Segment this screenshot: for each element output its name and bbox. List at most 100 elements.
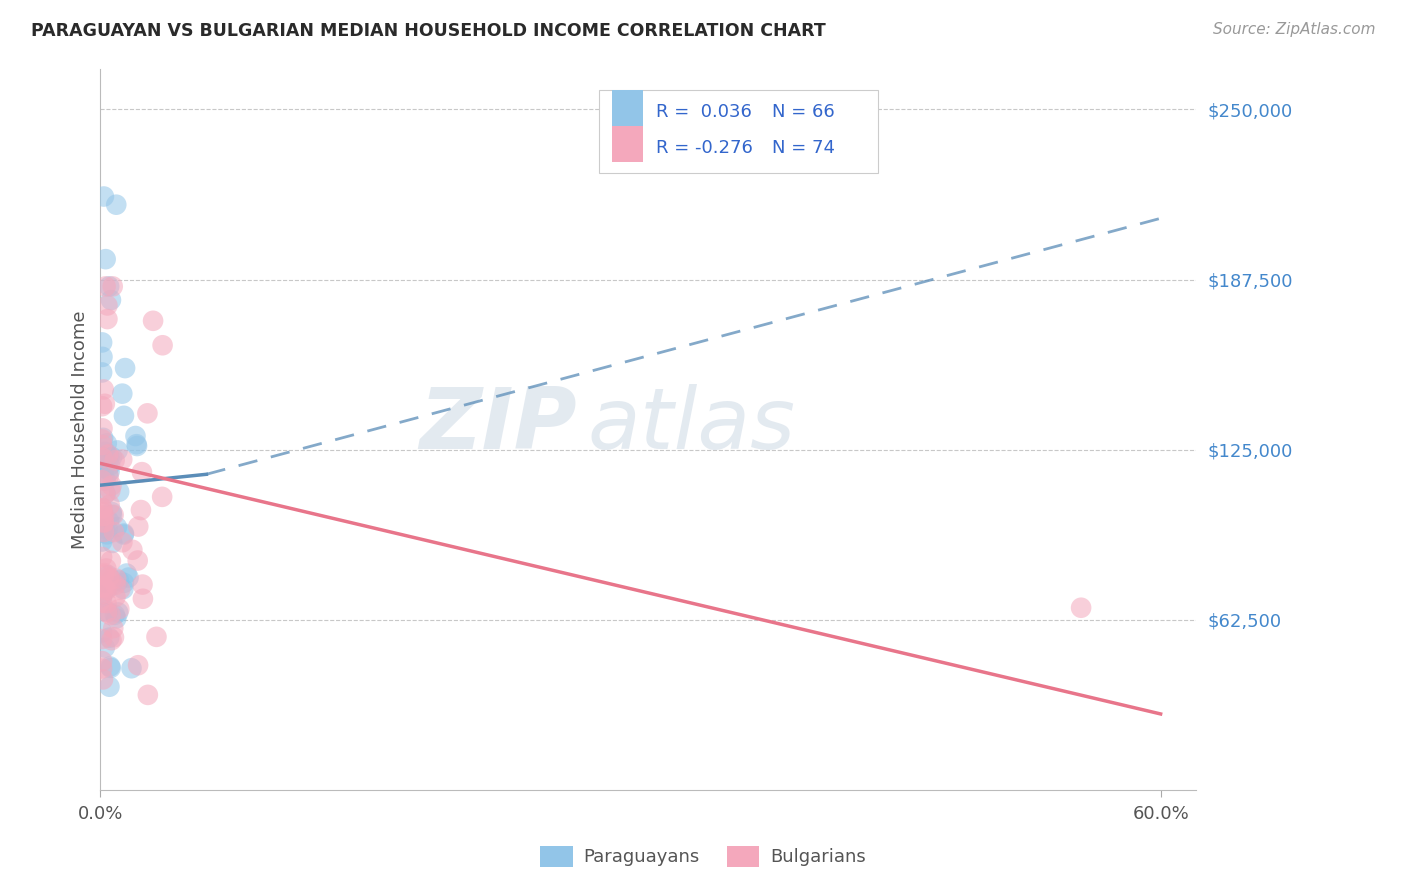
Text: N = 66: N = 66	[772, 103, 835, 121]
Point	[104, 578, 127, 592]
Point	[117, 570, 139, 584]
Point	[91, 431, 114, 445]
FancyBboxPatch shape	[612, 126, 643, 162]
Point	[100, 554, 122, 568]
Point	[91, 520, 114, 534]
Point	[112, 575, 135, 590]
Point	[91, 661, 114, 675]
Point	[111, 535, 134, 549]
Point	[98, 458, 121, 473]
Point	[91, 588, 114, 602]
Point	[103, 524, 125, 539]
Point	[91, 596, 114, 610]
Text: PARAGUAYAN VS BULGARIAN MEDIAN HOUSEHOLD INCOME CORRELATION CHART: PARAGUAYAN VS BULGARIAN MEDIAN HOUSEHOLD…	[31, 22, 825, 40]
Point	[91, 509, 114, 524]
Point	[145, 630, 167, 644]
Point	[125, 437, 148, 451]
Point	[136, 406, 159, 420]
Point	[91, 549, 114, 564]
Point	[94, 522, 117, 536]
Point	[132, 591, 155, 606]
Point	[104, 590, 127, 604]
Point	[96, 436, 118, 450]
Point	[100, 573, 122, 587]
Point	[91, 525, 114, 540]
Point	[91, 450, 114, 464]
Point	[129, 503, 152, 517]
Point	[96, 561, 118, 575]
Point	[103, 630, 125, 644]
Point	[101, 536, 124, 550]
Point	[98, 464, 121, 478]
Point	[93, 189, 115, 203]
Point	[96, 298, 118, 312]
Point	[98, 659, 121, 673]
Point	[93, 461, 115, 475]
Point	[94, 453, 117, 467]
Point	[97, 469, 120, 483]
Point	[93, 515, 115, 529]
Point	[97, 582, 120, 596]
Point	[93, 581, 115, 595]
Point	[91, 625, 114, 640]
Point	[96, 312, 118, 326]
Point	[91, 450, 114, 465]
Point	[91, 366, 114, 380]
Point	[91, 501, 114, 516]
Point	[91, 421, 114, 435]
Point	[94, 474, 117, 488]
FancyBboxPatch shape	[612, 90, 643, 127]
Point	[131, 577, 153, 591]
Point	[105, 611, 128, 625]
Point	[103, 508, 125, 522]
Point	[100, 478, 122, 492]
Point	[100, 607, 122, 622]
Point	[94, 640, 117, 655]
Point	[94, 487, 117, 501]
Point	[93, 516, 115, 530]
Point	[100, 483, 122, 498]
Point	[98, 498, 121, 512]
Point	[96, 527, 118, 541]
Point	[98, 450, 121, 465]
Point	[91, 501, 114, 516]
Point	[91, 511, 114, 525]
Point	[91, 586, 114, 600]
Point	[91, 632, 114, 646]
Point	[91, 505, 114, 519]
Point	[93, 455, 115, 469]
Point	[93, 567, 115, 582]
Point	[98, 570, 121, 584]
Point	[91, 673, 114, 687]
Point	[131, 465, 153, 479]
Point	[108, 574, 131, 588]
Point	[93, 383, 115, 397]
FancyBboxPatch shape	[599, 90, 879, 173]
Point	[127, 519, 149, 533]
Point	[94, 252, 117, 267]
Point	[112, 409, 135, 423]
Point	[101, 279, 124, 293]
Point	[121, 542, 143, 557]
Point	[121, 661, 143, 675]
Point	[112, 582, 135, 596]
Point	[112, 526, 135, 541]
Point	[100, 579, 122, 593]
Point	[142, 314, 165, 328]
Point	[100, 293, 122, 307]
Point	[98, 279, 121, 293]
Point	[97, 605, 120, 619]
Point	[94, 279, 117, 293]
Text: R =  0.036: R = 0.036	[655, 103, 752, 121]
Text: N = 74: N = 74	[772, 139, 835, 157]
Legend: Paraguayans, Bulgarians: Paraguayans, Bulgarians	[533, 838, 873, 874]
Point	[150, 490, 173, 504]
Point	[91, 433, 114, 447]
Point	[111, 386, 134, 401]
Point	[103, 621, 125, 635]
Point	[97, 523, 120, 537]
Point	[100, 633, 122, 648]
Point	[94, 397, 117, 411]
Point	[91, 580, 114, 594]
Point	[105, 572, 128, 586]
